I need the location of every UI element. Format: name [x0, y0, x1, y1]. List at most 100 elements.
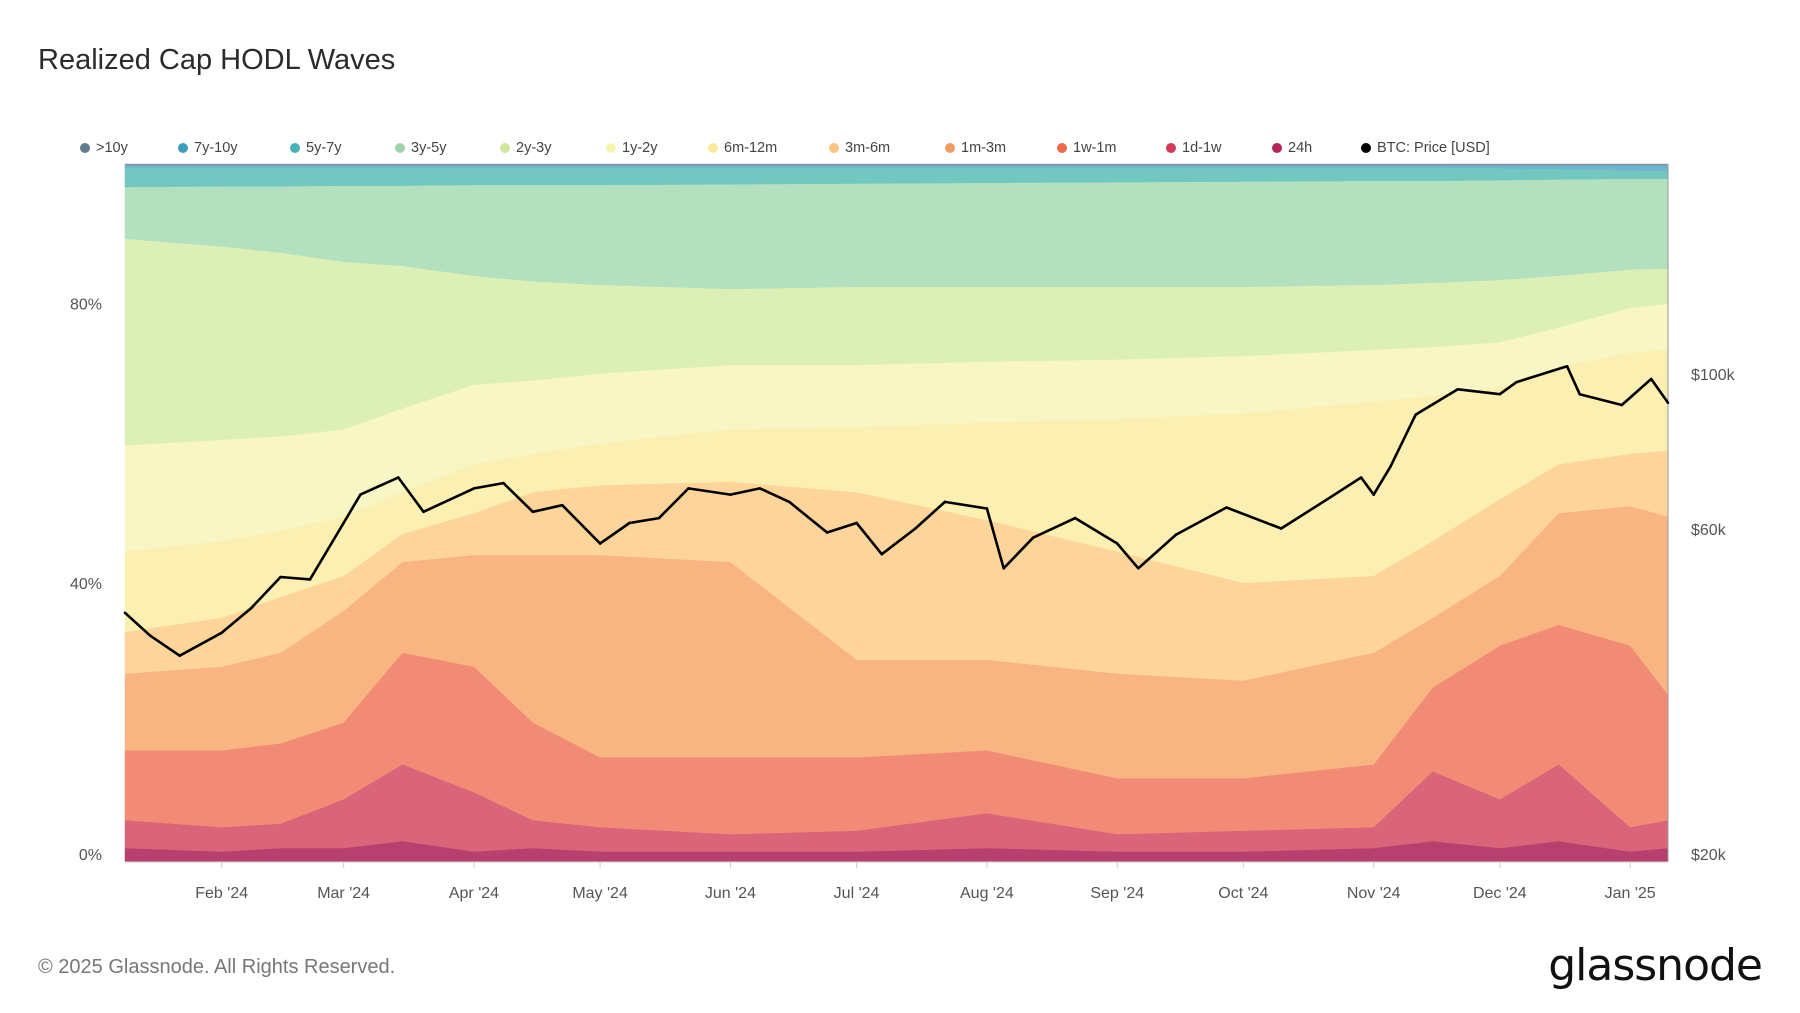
legend-label: 1w-1m [1073, 140, 1117, 156]
legend-dot-icon [500, 143, 510, 153]
btc-price-point [1414, 413, 1418, 416]
legend-item[interactable]: 6m-12m [708, 140, 777, 156]
btc-price-point [1456, 388, 1460, 391]
btc-price-point [729, 493, 732, 496]
legend-item[interactable]: 1y-2y [606, 140, 657, 156]
btc-price-point [825, 531, 829, 534]
legend-item[interactable]: 1d-1w [1166, 140, 1222, 156]
btc-price-point [758, 487, 762, 490]
btc-price-point [1174, 533, 1178, 536]
legend-dot-icon [1166, 143, 1176, 153]
legend-dot-icon [606, 143, 616, 153]
btc-price-point [1666, 401, 1670, 405]
legend-item[interactable]: 1m-3m [945, 140, 1006, 156]
glassnode-logo: glassnode [1548, 940, 1763, 991]
x-tick-label: Dec '24 [1473, 885, 1527, 902]
btc-price-point [1136, 566, 1140, 570]
btc-price-point [279, 575, 282, 579]
legend-dot-icon [178, 143, 188, 153]
btc-price-point [560, 503, 564, 507]
btc-price-point [1565, 365, 1569, 368]
chart-title: Realized Cap HODL Waves [38, 44, 396, 76]
copyright-footer: © 2025 Glassnode. All Rights Reserved. [38, 956, 396, 978]
legend-label: 6m-12m [724, 140, 778, 156]
x-tick-label: Jul '24 [834, 885, 880, 902]
legend-dot-icon [290, 143, 300, 153]
btc-price-point [598, 542, 602, 545]
btc-price-point [880, 552, 884, 556]
btc-price-point [342, 521, 345, 525]
x-tick-label: Nov '24 [1347, 885, 1401, 902]
btc-price-point [1115, 542, 1119, 545]
legend-dot-icon [80, 143, 90, 153]
x-tick-label: Jan '25 [1605, 885, 1656, 902]
btc-price-point [1031, 536, 1035, 539]
btc-price-point [1326, 497, 1329, 501]
btc-price-point [1578, 392, 1582, 396]
btc-price-point [855, 521, 858, 525]
legend-label: 7y-10y [194, 140, 238, 156]
btc-price-point [220, 631, 224, 635]
legend-dot-icon [829, 143, 839, 153]
legend-label: BTC: Price [USD] [1377, 140, 1490, 156]
x-tick-label: May '24 [572, 885, 628, 902]
y-left-tick-label: 40% [70, 576, 102, 593]
btc-price-point [1225, 506, 1228, 509]
legend-label: 2y-3y [516, 140, 552, 156]
legend-item[interactable]: 24h [1272, 140, 1312, 156]
btc-price-point [249, 606, 253, 610]
btc-price-point [1389, 465, 1392, 468]
area--10y [124, 163, 1669, 166]
y-right-tick-label: $20k [1691, 847, 1727, 864]
btc-price-point [148, 634, 152, 637]
legend-item[interactable]: >10y [80, 140, 128, 156]
btc-price-point [628, 521, 631, 525]
legend-dot-icon [395, 143, 405, 153]
legend-dot-icon [1057, 143, 1067, 153]
y-right-tick-label: $100k [1691, 367, 1736, 384]
btc-price-point [1649, 377, 1653, 381]
legend-item[interactable]: 3m-6m [829, 140, 890, 156]
legend-item[interactable]: 2y-3y [500, 140, 551, 156]
btc-price-point [1279, 527, 1283, 530]
x-tick-label: Aug '24 [960, 885, 1014, 902]
y-right-tick-label: $60k [1691, 522, 1727, 539]
btc-price-point [1498, 392, 1502, 396]
btc-price-point [985, 507, 989, 510]
x-tick-label: Oct '24 [1218, 885, 1268, 902]
legend-dot-icon [945, 143, 955, 153]
btc-price-point [787, 500, 791, 504]
btc-price-point [943, 500, 947, 504]
legend-item[interactable]: 3y-5y [395, 140, 446, 156]
legend-dot-icon [708, 143, 718, 153]
legend-dot-icon [1361, 143, 1371, 153]
btc-price-point [123, 611, 127, 615]
btc-price-point [1620, 403, 1624, 407]
legend-item[interactable]: 7y-10y [178, 140, 238, 156]
legend-label: 24h [1288, 140, 1313, 156]
x-tick-label: Jun '24 [705, 885, 756, 902]
btc-price-point [914, 527, 917, 530]
btc-price-point [472, 487, 476, 490]
legend-label: 1y-2y [622, 140, 658, 156]
legend-item[interactable]: 5y-7y [290, 140, 341, 156]
legend-item[interactable]: BTC: Price [USD] [1361, 140, 1490, 156]
btc-price-point [657, 516, 661, 520]
btc-price-point [396, 476, 400, 479]
y-left-tick-label: 0% [79, 847, 102, 864]
legend-dot-icon [1272, 143, 1282, 153]
legend-label: 3m-6m [845, 140, 891, 156]
btc-price-point [1073, 516, 1077, 520]
x-tick-label: Apr '24 [449, 885, 499, 902]
legend-item[interactable]: 1w-1m [1057, 140, 1117, 156]
btc-price-point [1372, 493, 1375, 496]
legend-label: 5y-7y [306, 140, 342, 156]
btc-price-point [1515, 380, 1518, 384]
btc-price-point [1359, 476, 1363, 479]
btc-price-point [422, 510, 425, 514]
btc-price-point [531, 510, 535, 514]
btc-price-point [178, 654, 181, 657]
x-tick-label: Feb '24 [195, 885, 248, 902]
x-tick-label: Mar '24 [317, 885, 370, 902]
